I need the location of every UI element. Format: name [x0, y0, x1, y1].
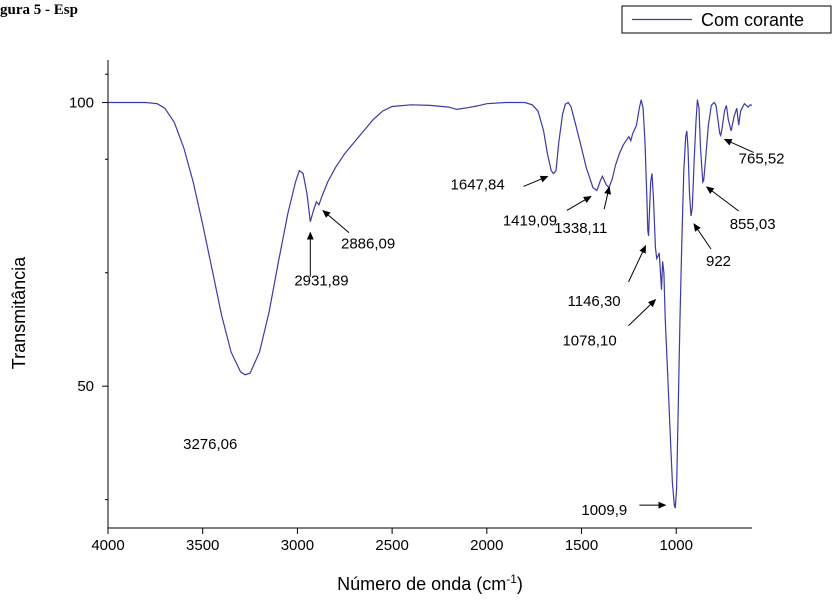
peak-annotation-label: 1146,30: [568, 293, 621, 310]
annotation-arrow: [566, 195, 592, 211]
peak-annotation-label: 2931,89: [294, 273, 348, 290]
x-tick-label: 2000: [470, 537, 503, 554]
legend-label: Com corante: [701, 10, 804, 30]
x-tick-label: 2500: [375, 537, 408, 554]
x-axis-title: Número de onda (cm-1): [337, 572, 523, 594]
peak-annotation-label: 2886,09: [341, 236, 395, 253]
x-tick-label: 1500: [565, 537, 598, 554]
x-axis-ticks: 4000 3500 3000 2500 2000 1500 1000: [91, 528, 693, 554]
legend: Com corante: [621, 5, 832, 34]
annotation-arrow: [628, 299, 657, 327]
y-tick-label: 50: [77, 378, 94, 395]
annotation-arrow: [693, 223, 712, 250]
x-tick-label: 1000: [660, 537, 693, 554]
peak-annotations: 3276,06 2931,89 2886,09 1647,84 1419,091338,…: [183, 138, 785, 519]
annotation-arrow: [705, 186, 739, 212]
plot-frame: [107, 60, 752, 529]
peak-annotation-label: 1338,11: [554, 220, 607, 237]
annotation-arrow: [523, 175, 549, 187]
y-axis-title: Transmitância: [9, 256, 29, 369]
peak-annotation-label: 765,52: [739, 150, 785, 167]
y-tick-label: 100: [69, 95, 94, 112]
peak-annotation-label: 3276,06: [183, 436, 237, 453]
series-line-com-corante: [108, 99, 753, 509]
annotation-arrow: [723, 138, 754, 153]
peak-annotation-label: 1419,09: [503, 212, 557, 229]
annotation-arrow: [603, 186, 612, 210]
x-tick-label: 3500: [186, 537, 219, 554]
annotation-arrow: [628, 244, 646, 283]
peak-annotation-label: 1647,84: [451, 176, 505, 193]
peak-annotation-label: 855,03: [730, 216, 776, 233]
x-tick-label: 4000: [91, 537, 124, 554]
y-axis-ticks: 50 100: [69, 73, 108, 501]
figure-heading: gura 5 - Esp: [0, 2, 78, 18]
annotation-arrow: [322, 210, 350, 234]
x-tick-label: 3000: [281, 537, 314, 554]
peak-annotation-label: 1078,10: [562, 333, 616, 350]
peak-annotation-label: 1009,9: [581, 502, 627, 519]
peak-annotation-label: 922: [706, 253, 731, 270]
